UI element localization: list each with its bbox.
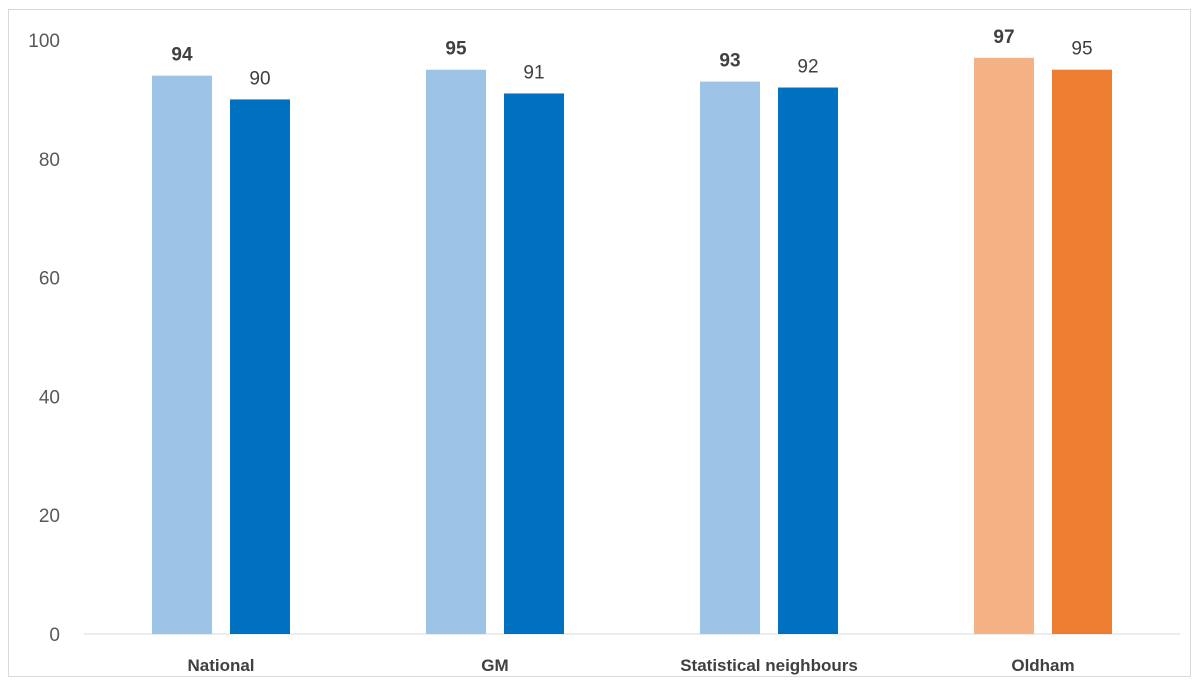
bar (426, 69, 486, 634)
category-label: GM (481, 656, 508, 675)
data-labels: 94 90 95 91 93 92 97 95 (171, 27, 1092, 90)
category-label: Statistical neighbours (680, 656, 858, 675)
bar (152, 75, 212, 634)
category-label: National (187, 656, 254, 675)
data-label: 90 (249, 68, 270, 89)
category-label: Oldham (1011, 656, 1074, 675)
bar (778, 87, 838, 634)
y-axis-ticks: 0 20 40 60 80 100 (28, 31, 60, 646)
data-label: 95 (1071, 39, 1092, 60)
data-label: 95 (445, 39, 467, 60)
y-tick-label: 0 (49, 625, 60, 646)
y-tick-label: 20 (39, 506, 60, 527)
bar (504, 93, 564, 634)
data-label: 97 (993, 27, 1014, 48)
bar (700, 81, 760, 634)
data-label: 94 (171, 45, 193, 66)
data-label: 91 (523, 62, 544, 83)
data-label: 93 (719, 51, 740, 72)
y-tick-label: 80 (39, 150, 60, 171)
bar (974, 57, 1034, 634)
bar (1052, 69, 1112, 634)
data-label: 92 (797, 57, 818, 78)
y-tick-label: 60 (39, 269, 60, 290)
y-tick-label: 100 (28, 31, 60, 52)
bars (152, 57, 1112, 634)
category-labels: National GM Statistical neighbours Oldham (187, 656, 1074, 675)
y-tick-label: 40 (39, 387, 60, 408)
bar (230, 99, 290, 634)
